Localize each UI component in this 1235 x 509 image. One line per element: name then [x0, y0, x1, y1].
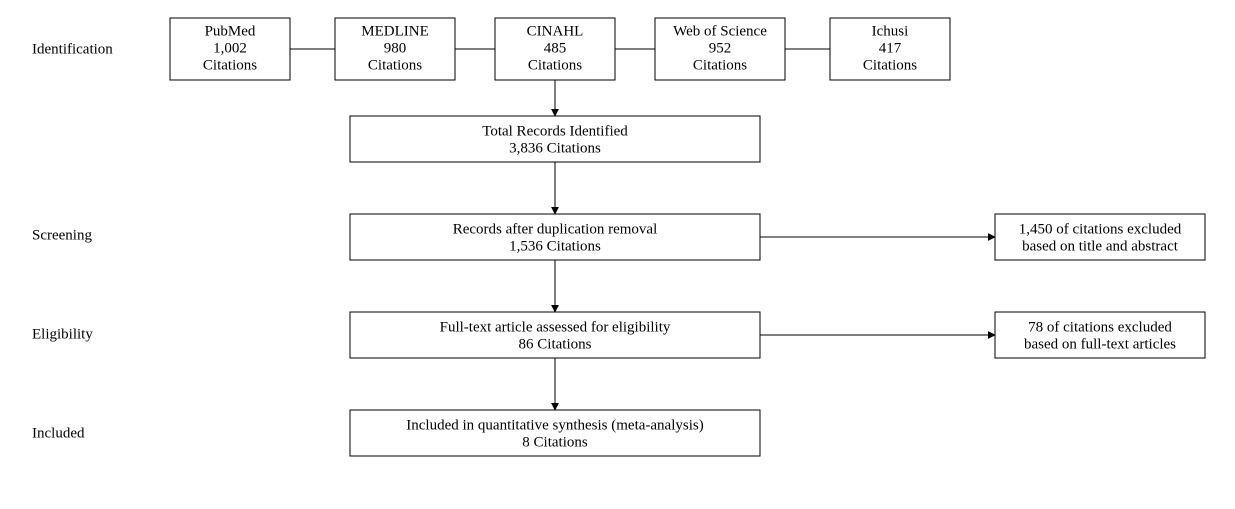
flow-line2-dedup: 1,536 Citations	[509, 238, 601, 254]
flow-line2-included: 8 Citations	[522, 434, 588, 450]
stage-label-included: Included	[32, 425, 85, 441]
source-name-ichusi: Ichusi	[872, 23, 909, 39]
source-name-pubmed: PubMed	[205, 23, 256, 39]
source-count-medline: 980	[384, 40, 407, 56]
source-count-pubmed: 1,002	[213, 40, 247, 56]
source-count-cinahl: 485	[544, 40, 567, 56]
flow-line2-total: 3,836 Citations	[509, 140, 601, 156]
flow-line1-included: Included in quantitative synthesis (meta…	[406, 417, 703, 433]
stage-label-identification: Identification	[32, 41, 113, 57]
source-unit-pubmed: Citations	[203, 57, 257, 73]
exclude-line1-excl1: 1,450 of citations excluded	[1019, 221, 1182, 237]
flow-line1-total: Total Records Identified	[482, 123, 628, 139]
source-name-cinahl: CINAHL	[527, 23, 584, 39]
source-name-wos: Web of Science	[673, 23, 767, 39]
flow-line1-dedup: Records after duplication removal	[453, 221, 658, 237]
source-unit-medline: Citations	[368, 57, 422, 73]
source-count-ichusi: 417	[879, 40, 902, 56]
exclude-line2-excl1: based on title and abstract	[1022, 238, 1179, 254]
source-unit-wos: Citations	[693, 57, 747, 73]
stage-label-eligibility: Eligibility	[32, 326, 93, 342]
flow-line1-fulltext: Full-text article assessed for eligibili…	[440, 319, 671, 335]
source-name-medline: MEDLINE	[361, 23, 429, 39]
exclude-line2-excl2: based on full-text articles	[1024, 336, 1176, 352]
source-unit-ichusi: Citations	[863, 57, 917, 73]
stage-label-screening: Screening	[32, 227, 92, 243]
flow-line2-fulltext: 86 Citations	[519, 336, 592, 352]
source-count-wos: 952	[709, 40, 732, 56]
source-unit-cinahl: Citations	[528, 57, 582, 73]
exclude-line1-excl2: 78 of citations excluded	[1028, 319, 1172, 335]
